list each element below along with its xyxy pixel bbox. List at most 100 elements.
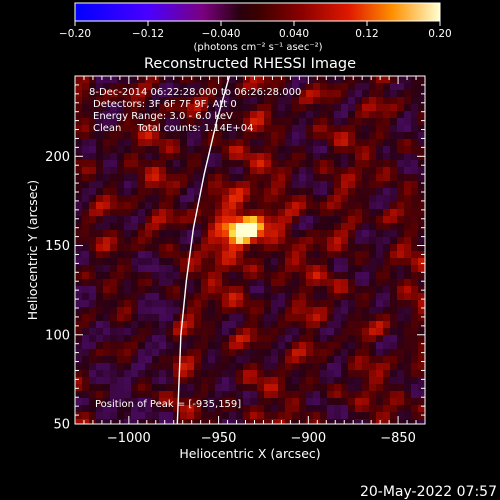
heatmap-cell: [173, 230, 180, 237]
heatmap-cell: [299, 398, 306, 405]
heatmap-cell: [411, 167, 418, 174]
heatmap-cell: [362, 132, 369, 139]
heatmap-cell: [271, 230, 278, 237]
heatmap-cell: [138, 349, 145, 356]
heatmap-cell: [390, 139, 397, 146]
heatmap-cell: [138, 90, 145, 97]
heatmap-cell: [103, 167, 110, 174]
heatmap-cell: [131, 230, 138, 237]
heatmap-cell: [180, 111, 187, 118]
heatmap-cell: [418, 167, 425, 174]
heatmap-cell: [257, 258, 264, 265]
heatmap-cell: [138, 202, 145, 209]
heatmap-cell: [110, 419, 117, 424]
heatmap-cell: [320, 405, 327, 412]
heatmap-cell: [173, 419, 180, 424]
heatmap-cell: [418, 139, 425, 146]
heatmap-cell: [306, 335, 313, 342]
heatmap-cell: [159, 76, 166, 83]
heatmap-cell: [173, 356, 180, 363]
heatmap-cell: [376, 342, 383, 349]
heatmap-cell: [369, 342, 376, 349]
heatmap-cell: [229, 342, 236, 349]
heatmap-cell: [82, 146, 89, 153]
x-axis: −1000 −950 −900 −850 Heliocentric X (arc…: [107, 431, 416, 461]
heatmap-cell: [222, 307, 229, 314]
heatmap-cell: [187, 188, 194, 195]
heatmap-cell: [194, 153, 201, 160]
heatmap-cell: [75, 370, 82, 377]
heatmap-cell: [215, 209, 222, 216]
heatmap-cell: [117, 125, 124, 132]
heatmap-cell: [320, 279, 327, 286]
heatmap-cell: [348, 370, 355, 377]
heatmap-cell: [362, 328, 369, 335]
heatmap-cell: [180, 160, 187, 167]
heatmap-cell: [348, 83, 355, 90]
heatmap-cell: [215, 391, 222, 398]
heatmap-cell: [131, 237, 138, 244]
heatmap-cell: [117, 328, 124, 335]
heatmap-cell: [278, 251, 285, 258]
heatmap-cell: [138, 125, 145, 132]
heatmap-cell: [390, 328, 397, 335]
heatmap-cell: [369, 174, 376, 181]
heatmap-cell: [131, 181, 138, 188]
heatmap-cell: [159, 104, 166, 111]
heatmap-cell: [152, 384, 159, 391]
heatmap-cell: [187, 328, 194, 335]
heatmap-cell: [355, 146, 362, 153]
heatmap-cell: [376, 258, 383, 265]
heatmap-cell: [292, 146, 299, 153]
heatmap-cell: [362, 181, 369, 188]
heatmap-cell: [131, 391, 138, 398]
heatmap-cell: [348, 237, 355, 244]
heatmap-cell: [334, 398, 341, 405]
heatmap-cell: [390, 160, 397, 167]
heatmap-cell: [159, 384, 166, 391]
heatmap-cell: [383, 76, 390, 83]
heatmap-cell: [180, 223, 187, 230]
heatmap-cell: [341, 237, 348, 244]
heatmap-cell: [166, 76, 173, 83]
heatmap-cell: [369, 244, 376, 251]
heatmap-cell: [75, 76, 82, 83]
heatmap-cell: [390, 195, 397, 202]
heatmap-cell: [341, 356, 348, 363]
heatmap-cell: [229, 370, 236, 377]
heatmap-cell: [110, 391, 117, 398]
heatmap-cell: [124, 181, 131, 188]
heatmap-cell: [383, 83, 390, 90]
heatmap-cell: [390, 321, 397, 328]
heatmap-cell: [271, 419, 278, 424]
heatmap-cell: [404, 349, 411, 356]
heatmap-cell: [152, 97, 159, 104]
heatmap-cell: [201, 265, 208, 272]
heatmap-cell: [341, 391, 348, 398]
heatmap-cell: [390, 363, 397, 370]
heatmap-cell: [215, 405, 222, 412]
heatmap-cell: [285, 97, 292, 104]
heatmap-cell: [166, 363, 173, 370]
heatmap-cell: [306, 209, 313, 216]
heatmap-cell: [369, 349, 376, 356]
heatmap-cell: [362, 412, 369, 419]
heatmap-cell: [390, 216, 397, 223]
heatmap-cell: [264, 314, 271, 321]
heatmap-cell: [159, 146, 166, 153]
heatmap-cell: [411, 265, 418, 272]
heatmap-cell: [334, 104, 341, 111]
heatmap-cell: [222, 153, 229, 160]
heatmap-cell: [131, 370, 138, 377]
heatmap-cell: [320, 321, 327, 328]
heatmap-cell: [110, 83, 117, 90]
heatmap-cell: [397, 377, 404, 384]
heatmap-cell: [180, 251, 187, 258]
heatmap-cell: [243, 209, 250, 216]
heatmap-cell: [222, 230, 229, 237]
heatmap-cell: [271, 202, 278, 209]
heatmap-cell: [278, 125, 285, 132]
heatmap-cell: [383, 230, 390, 237]
heatmap-cell: [103, 244, 110, 251]
heatmap-cell: [397, 202, 404, 209]
